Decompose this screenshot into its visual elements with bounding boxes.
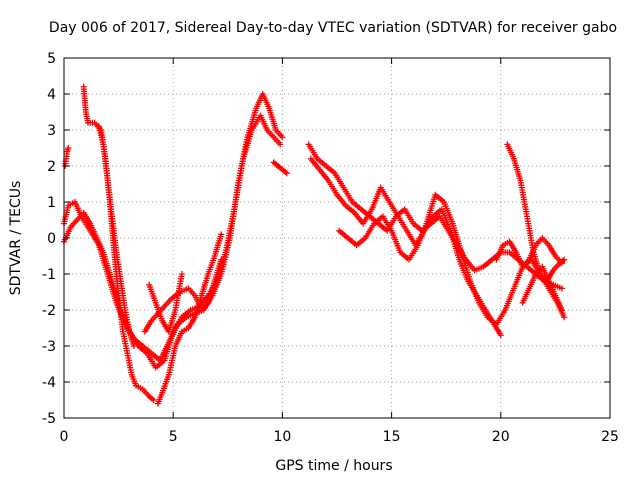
- data-point: [279, 134, 286, 141]
- data-point: [65, 145, 72, 151]
- data-point: [558, 260, 565, 267]
- grid-layer: [64, 58, 610, 418]
- data-point: [130, 343, 137, 349]
- y-tick-label: -4: [42, 375, 56, 391]
- y-tick-label: -3: [42, 339, 56, 355]
- data-point: [277, 141, 284, 148]
- y-tick-label: 1: [47, 195, 56, 211]
- data-point: [497, 332, 504, 339]
- y-tick-label: -1: [42, 267, 56, 283]
- series-trace-h: [270, 159, 290, 177]
- x-tick-label: 25: [601, 429, 619, 445]
- y-tick-label: 0: [47, 231, 56, 247]
- x-tick-label: 5: [169, 429, 178, 445]
- x-tick-label: 0: [60, 429, 69, 445]
- series-trace-b: [61, 112, 284, 371]
- series-trace-d: [95, 123, 137, 349]
- data-point: [558, 285, 565, 292]
- y-tick-label: 3: [47, 123, 56, 139]
- y-axis-label: SDTVAR / TECUs: [8, 181, 24, 296]
- series-trace-l: [336, 191, 568, 328]
- series-trace-n: [493, 235, 565, 270]
- x-tick-label: 10: [273, 429, 291, 445]
- y-tick-label: 5: [47, 51, 56, 67]
- y-tick-label: -2: [42, 303, 56, 319]
- data-point: [178, 271, 185, 277]
- tick-layer: 0 5 10 15 20 25 -5 -4 -3 -2 -1 0 1 2 3 4 5: [42, 51, 619, 445]
- y-tick-label: 2: [47, 159, 56, 175]
- x-tick-label: 15: [383, 429, 401, 445]
- data-point: [218, 256, 225, 263]
- data-point: [283, 170, 290, 177]
- series-trace-o: [519, 263, 565, 313]
- chart-title: Day 006 of 2017, Sidereal Day-to-day VTE…: [49, 20, 617, 36]
- data-point: [558, 307, 565, 313]
- x-tick-label: 20: [492, 429, 510, 445]
- x-axis-label: GPS time / hours: [275, 458, 392, 474]
- y-tick-label: -5: [42, 411, 56, 427]
- data-point: [218, 231, 225, 238]
- y-tick-label: 4: [47, 87, 56, 103]
- data-point: [561, 314, 568, 321]
- series-trace-k: [307, 155, 504, 339]
- series-trace-g: [141, 256, 225, 335]
- series-trace-e: [154, 231, 225, 407]
- data-point: [561, 256, 568, 263]
- data-layer: [61, 83, 568, 407]
- data-point: [150, 397, 157, 403]
